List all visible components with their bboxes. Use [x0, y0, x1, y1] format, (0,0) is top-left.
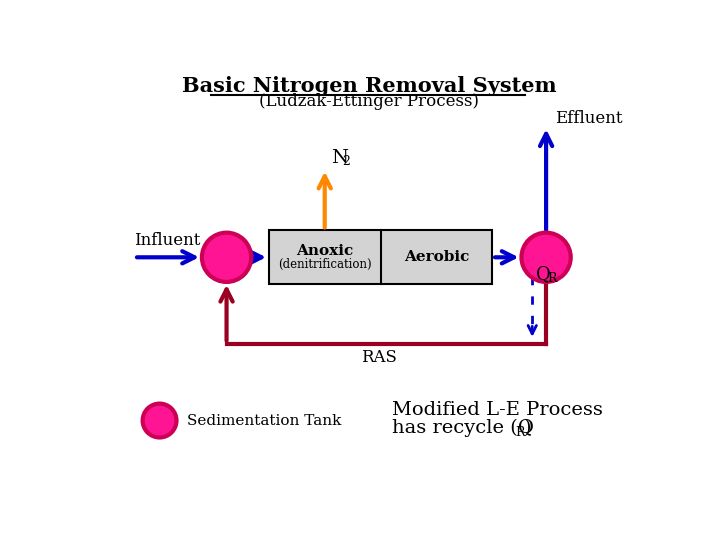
- Text: R: R: [516, 426, 525, 438]
- Text: Basic Nitrogen Removal System: Basic Nitrogen Removal System: [181, 76, 557, 96]
- Text: has recycle (Q: has recycle (Q: [392, 419, 534, 437]
- Text: Anoxic: Anoxic: [296, 244, 354, 258]
- Circle shape: [143, 403, 176, 437]
- Text: Modified L-E Process: Modified L-E Process: [392, 401, 603, 418]
- Text: N: N: [331, 149, 348, 167]
- Text: ): ): [523, 419, 531, 437]
- Text: Sedimentation Tank: Sedimentation Tank: [186, 414, 341, 428]
- Circle shape: [521, 233, 571, 282]
- Text: Effluent: Effluent: [555, 110, 623, 127]
- Text: Influent: Influent: [134, 232, 201, 249]
- Text: (denitrification): (denitrification): [278, 258, 372, 271]
- Circle shape: [202, 233, 251, 282]
- Text: Q: Q: [536, 265, 551, 284]
- Text: (Ludzak-Ettinger Process): (Ludzak-Ettinger Process): [259, 93, 479, 110]
- Text: RAS: RAS: [361, 349, 397, 366]
- Text: Aerobic: Aerobic: [404, 251, 469, 264]
- Text: R: R: [548, 272, 557, 285]
- Bar: [269, 231, 492, 284]
- Text: 2: 2: [343, 156, 351, 168]
